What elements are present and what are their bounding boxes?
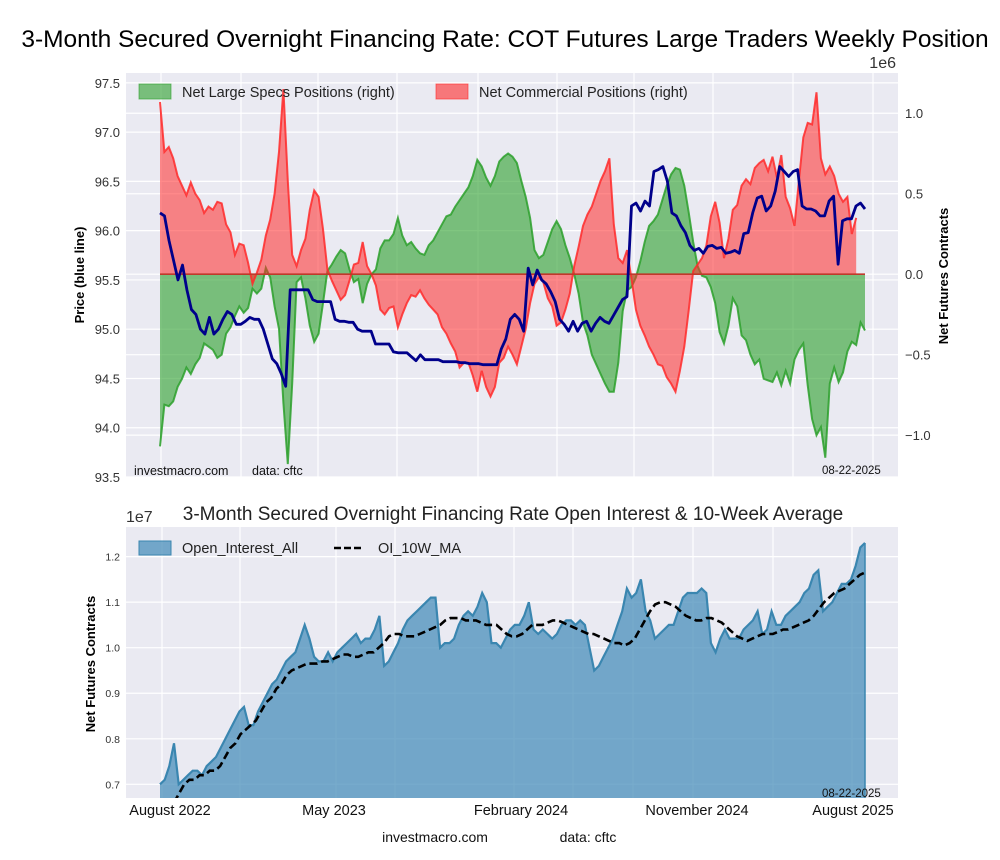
bottom-ytick-label: 0.7 xyxy=(105,779,120,791)
top-ytick-left-label: 93.5 xyxy=(95,470,120,485)
top-right-axis-multiplier: 1e6 xyxy=(869,55,896,72)
oi-moving-average-line xyxy=(175,571,866,798)
bottom-xtick-label: November 2024 xyxy=(645,803,748,819)
commercial-line xyxy=(159,89,858,399)
legend-label-specs: Net Large Specs Positions (right) xyxy=(182,85,395,101)
bottom-ytick-label: 0.8 xyxy=(105,734,120,746)
specs-area xyxy=(160,153,865,465)
top-yticks-right: −1.0 −0.5 0.0 0.5 1.0 xyxy=(905,106,931,443)
bottom-areas xyxy=(159,542,866,798)
bottom-ytick-label: 1.0 xyxy=(105,643,120,655)
legend-swatch-specs xyxy=(138,83,172,100)
specs-line xyxy=(159,152,866,465)
footer-data: data: cftc xyxy=(560,829,617,845)
legend-label-open-interest: Open_Interest_All xyxy=(182,541,298,557)
bottom-ytick-label: 0.9 xyxy=(105,688,120,700)
top-ytick-right-label: −0.5 xyxy=(905,348,931,363)
bottom-xtick-label: August 2022 xyxy=(129,803,210,819)
top-ytick-left-label: 96.0 xyxy=(95,224,120,239)
bottom-legend: Open_Interest_All OI_10W_MA xyxy=(138,540,461,557)
top-date-note: 08-22-2025 xyxy=(822,465,881,477)
bottom-ylabel: Net Futures Contracts xyxy=(83,596,98,733)
top-ytick-left-label: 95.0 xyxy=(95,322,120,337)
top-ytick-left-label: 94.0 xyxy=(95,421,120,436)
top-ylabel-left: Price (blue line) xyxy=(72,227,87,324)
top-ytick-left-label: 95.5 xyxy=(95,273,120,288)
top-source-note: investmacro.com xyxy=(134,464,228,478)
bottom-lines xyxy=(175,571,866,798)
top-yticks-left: 93.5 94.0 94.5 95.0 95.5 96.0 96.5 97.0 97.5 xyxy=(95,76,120,485)
bottom-yticks: 0.7 0.8 0.9 1.0 1.1 1.2 xyxy=(105,552,120,792)
legend-label-commercial: Net Commercial Positions (right) xyxy=(479,85,688,101)
top-ylabel-right: Net Futures Contracts xyxy=(936,208,951,345)
legend-swatch-commercial xyxy=(435,83,469,100)
top-ytick-right-label: 0.5 xyxy=(905,187,923,202)
bottom-xtick-label: August 2025 xyxy=(812,803,893,819)
bottom-title: 3-Month Secured Overnight Financing Rate… xyxy=(183,504,843,525)
top-panel: 93.5 94.0 94.5 95.0 95.5 96.0 96.5 97.0 97.5 −1.… xyxy=(72,55,951,485)
bottom-xticks: August 2022 May 2023 February 2024 November… xyxy=(129,803,893,819)
open-interest-area xyxy=(160,542,865,798)
top-ytick-right-label: −1.0 xyxy=(905,428,931,443)
bottom-date-note: 08-22-2025 xyxy=(822,788,881,800)
top-ytick-left-label: 94.5 xyxy=(95,371,120,386)
bottom-xtick-label: May 2023 xyxy=(302,803,366,819)
bottom-panel: 3-Month Secured Overnight Financing Rate… xyxy=(83,504,898,819)
top-areas xyxy=(159,89,866,465)
legend-label-ma: OI_10W_MA xyxy=(378,541,461,557)
top-data-note: data: cftc xyxy=(252,464,303,478)
legend-swatch-open-interest xyxy=(138,540,172,556)
top-lines xyxy=(159,165,867,388)
price-line xyxy=(159,165,867,388)
top-ytick-left-label: 96.5 xyxy=(95,174,120,189)
footer-source: investmacro.com xyxy=(382,829,488,845)
main-title: 3-Month Secured Overnight Financing Rate… xyxy=(21,26,988,53)
bottom-ytick-label: 1.2 xyxy=(105,552,120,564)
top-ytick-right-label: 1.0 xyxy=(905,106,923,121)
top-ytick-right-label: 0.0 xyxy=(905,267,923,282)
bottom-y-multiplier: 1e7 xyxy=(126,509,153,526)
top-ytick-left-label: 97.0 xyxy=(95,125,120,140)
bottom-ytick-label: 1.1 xyxy=(105,597,120,609)
top-legend: Net Large Specs Positions (right) Net Co… xyxy=(138,83,688,101)
bottom-xtick-label: February 2024 xyxy=(474,803,568,819)
commercial-area xyxy=(160,89,857,397)
open-interest-line xyxy=(159,542,866,787)
top-ytick-left-label: 97.5 xyxy=(95,76,120,91)
